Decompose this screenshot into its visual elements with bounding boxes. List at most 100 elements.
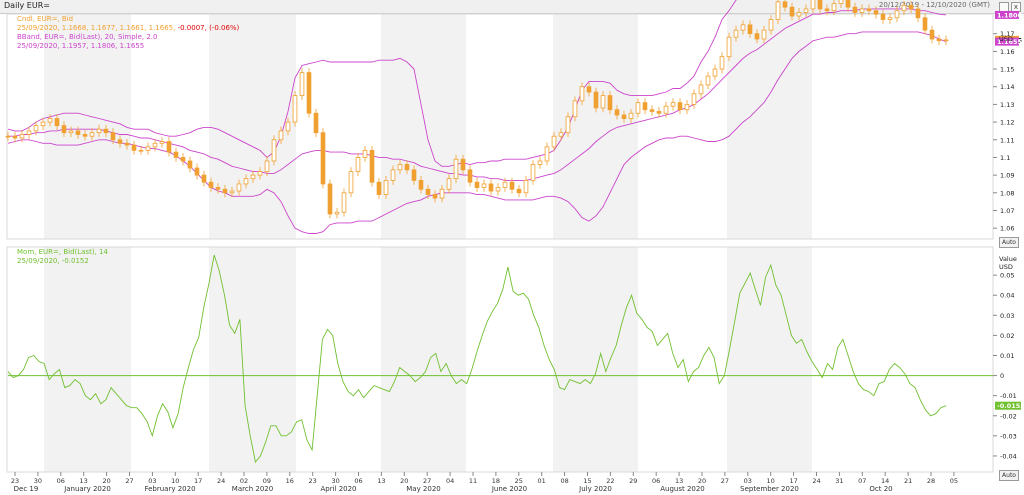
candle-body — [159, 141, 165, 144]
day-tick-label: 27 — [721, 477, 729, 485]
price-tag — [995, 37, 1019, 46]
candle-body — [474, 181, 480, 188]
mom-tick-label: 0.01 — [1000, 352, 1014, 360]
legend-line-2: 25/09/2020, 1.1668, 1.1677, 1.1661, 1.16… — [17, 24, 239, 33]
bband-mid-line — [8, 8, 947, 181]
candle-body — [572, 100, 578, 118]
legend-ohlc: 25/09/2020, 1.1668, 1.1677, 1.1661, 1.16… — [17, 24, 176, 32]
day-tick-label: 13 — [377, 477, 385, 485]
candle-body — [131, 144, 137, 151]
day-tick-label: 30 — [34, 477, 42, 485]
candle-body — [551, 135, 557, 148]
candle-body — [299, 72, 305, 96]
price-tick-label: 1.1 — [1000, 154, 1010, 162]
candle-body — [621, 114, 627, 119]
candle-body — [495, 187, 501, 192]
candle-body — [327, 183, 333, 215]
month-band-mom — [727, 247, 812, 472]
price-tick-label: 1.15 — [1000, 66, 1014, 74]
candle-body — [537, 160, 543, 165]
candle-body — [397, 164, 403, 171]
candle-body — [768, 19, 774, 31]
candle-body — [152, 142, 158, 148]
day-tick-label: 29 — [629, 477, 637, 485]
candle-body — [215, 187, 221, 190]
price-tick-label: 1.16 — [1000, 48, 1014, 56]
mom-tick-label: -0.03 — [1000, 432, 1017, 440]
candle-body — [446, 178, 452, 190]
candle-body — [26, 130, 32, 135]
mom-tick-label: -0.04 — [1000, 452, 1017, 460]
price-tick-label: 1.17 — [1000, 30, 1014, 38]
candle-body — [628, 112, 634, 119]
candle-body — [915, 8, 921, 19]
day-tick-label: 03 — [148, 477, 156, 485]
day-tick-label: 25 — [515, 477, 523, 485]
day-tick-label: 04 — [446, 477, 454, 485]
mom-value-tag-label: -0.0152 — [997, 402, 1024, 410]
candle-body — [607, 95, 613, 111]
candle-body — [775, 1, 781, 20]
candle-body — [593, 91, 599, 109]
candle-body — [82, 134, 88, 137]
auto-scale-button-mom[interactable]: Auto — [999, 470, 1019, 481]
candle-body — [383, 180, 389, 195]
candle-body — [19, 134, 25, 139]
price-axis-unit: USD — [999, 35, 1013, 43]
candle-body — [250, 174, 256, 180]
month-band-price — [209, 14, 296, 239]
month-band-mom — [553, 247, 638, 472]
legend-line-1: Cndl, EUR=, Bid — [17, 15, 74, 23]
candle-body — [579, 86, 585, 102]
candle-body — [313, 112, 319, 134]
candle-body — [649, 109, 655, 112]
legend-mom-1: Mom, EUR=, Bid(Last), 14 — [17, 248, 108, 256]
candle-body — [789, 6, 795, 17]
candle-body — [761, 29, 767, 40]
candle-body — [691, 93, 697, 105]
mom-tick-label: 0.02 — [1000, 332, 1014, 340]
candle-body — [348, 171, 354, 194]
month-label: February 2020 — [144, 485, 195, 493]
month-label: Dec 19 — [14, 485, 39, 493]
price-panel — [6, 13, 994, 240]
day-tick-label: 06 — [354, 477, 362, 485]
candle-body — [845, 0, 851, 8]
day-tick-label: 21 — [904, 477, 912, 485]
month-label: March 2020 — [232, 485, 273, 493]
candle-body — [453, 158, 459, 180]
price-tag-label: 1.1806 — [997, 11, 1023, 19]
month-band-price — [44, 14, 131, 239]
month-band-price — [381, 14, 466, 239]
day-tick-label: 20 — [400, 477, 408, 485]
candle-body — [208, 181, 214, 188]
candle-body — [642, 102, 648, 111]
day-tick-label: 31 — [835, 477, 843, 485]
legend-candles: Cndl, EUR=, Bid 25/09/2020, 1.1668, 1.16… — [17, 15, 239, 51]
candle-body — [180, 157, 186, 162]
month-band-mom — [44, 247, 131, 472]
candle-body — [943, 39, 949, 42]
month-label: August 2020 — [660, 485, 705, 493]
candle-body — [110, 132, 116, 141]
legend-mom-2: 25/09/2020, -0.0152 — [17, 257, 89, 265]
candle-body — [635, 102, 641, 114]
candle-body — [369, 149, 375, 183]
day-tick-label: 02 — [240, 477, 248, 485]
candle-body — [656, 111, 662, 114]
candle-body — [229, 190, 235, 194]
mom-axis-unit: USD — [999, 263, 1013, 271]
day-tick-label: 24 — [217, 477, 225, 485]
candle-body — [481, 183, 487, 188]
day-tick-label: 22 — [606, 477, 614, 485]
candle-body — [544, 146, 550, 162]
candle-body — [887, 17, 893, 20]
momentum-line — [7, 254, 947, 464]
candle-body — [222, 188, 228, 194]
candle-body — [929, 29, 935, 40]
candle-body — [600, 95, 606, 109]
auto-scale-button-price[interactable]: Auto — [999, 237, 1019, 248]
candle-body — [411, 169, 417, 181]
candle-body — [754, 33, 760, 40]
